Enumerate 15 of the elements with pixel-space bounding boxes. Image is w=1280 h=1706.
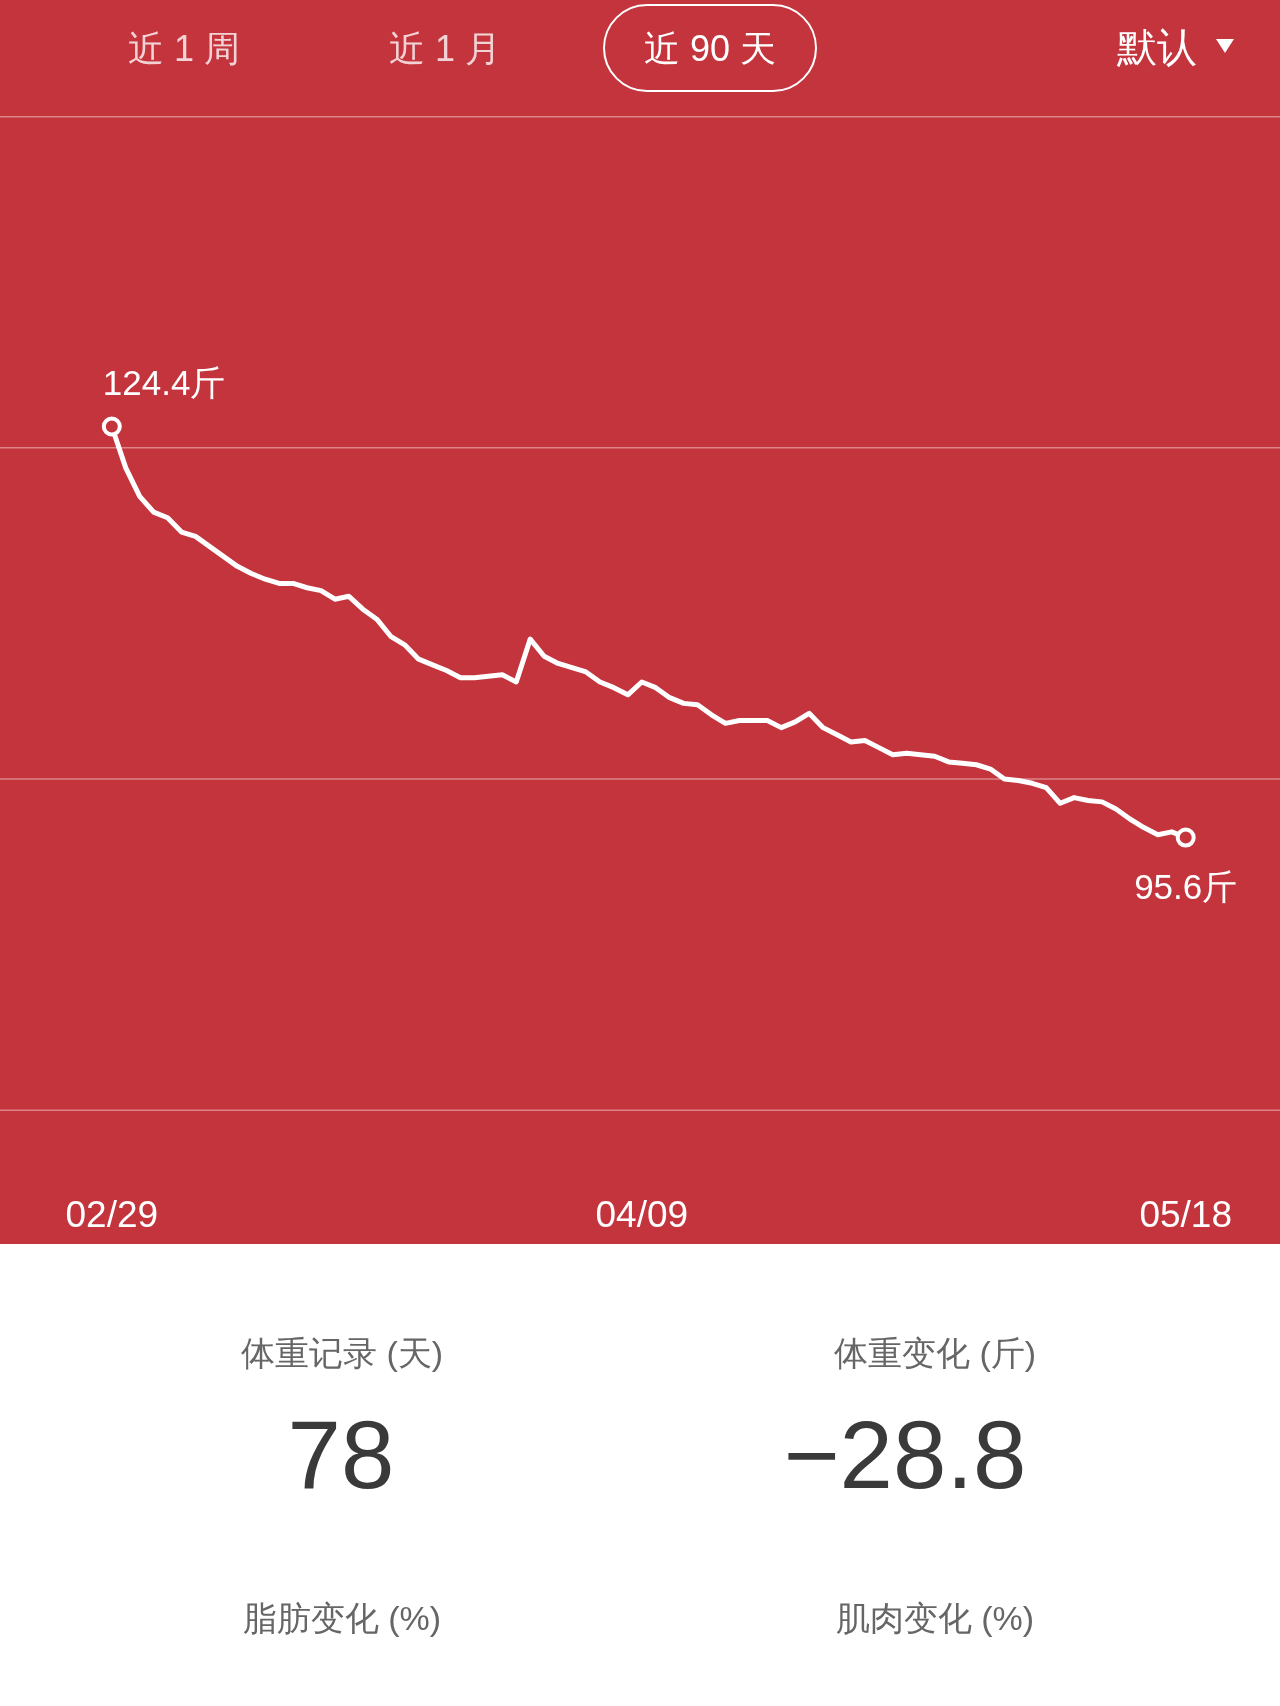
text: 默认 <box>1117 25 1197 69</box>
x-tick-label: 04/09 <box>595 1193 689 1235</box>
category-label: 脂肪变化 (%) <box>242 1599 442 1637</box>
data-label: 95.6斤 <box>1134 867 1238 907</box>
x-tick-label: 02/29 <box>65 1193 159 1235</box>
data-label: 78 <box>287 1401 395 1508</box>
data-label: −28.8 <box>783 1401 1027 1508</box>
text: 近 1 月 <box>388 28 502 69</box>
text: 近 1 周 <box>127 28 241 69</box>
category-label: 体重记录 (天) <box>240 1334 444 1372</box>
x-tick-label: 05/18 <box>1139 1193 1232 1235</box>
category-label: 肌肉变化 (%) <box>835 1599 1035 1637</box>
category-label: 体重变化 (斤) <box>833 1334 1037 1372</box>
text: 近 90 天 <box>643 28 777 69</box>
data-label: 124.4斤 <box>102 363 226 403</box>
